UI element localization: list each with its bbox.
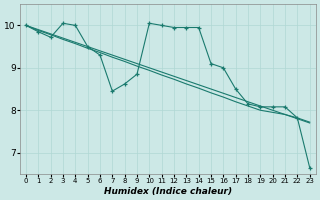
X-axis label: Humidex (Indice chaleur): Humidex (Indice chaleur) xyxy=(104,187,232,196)
